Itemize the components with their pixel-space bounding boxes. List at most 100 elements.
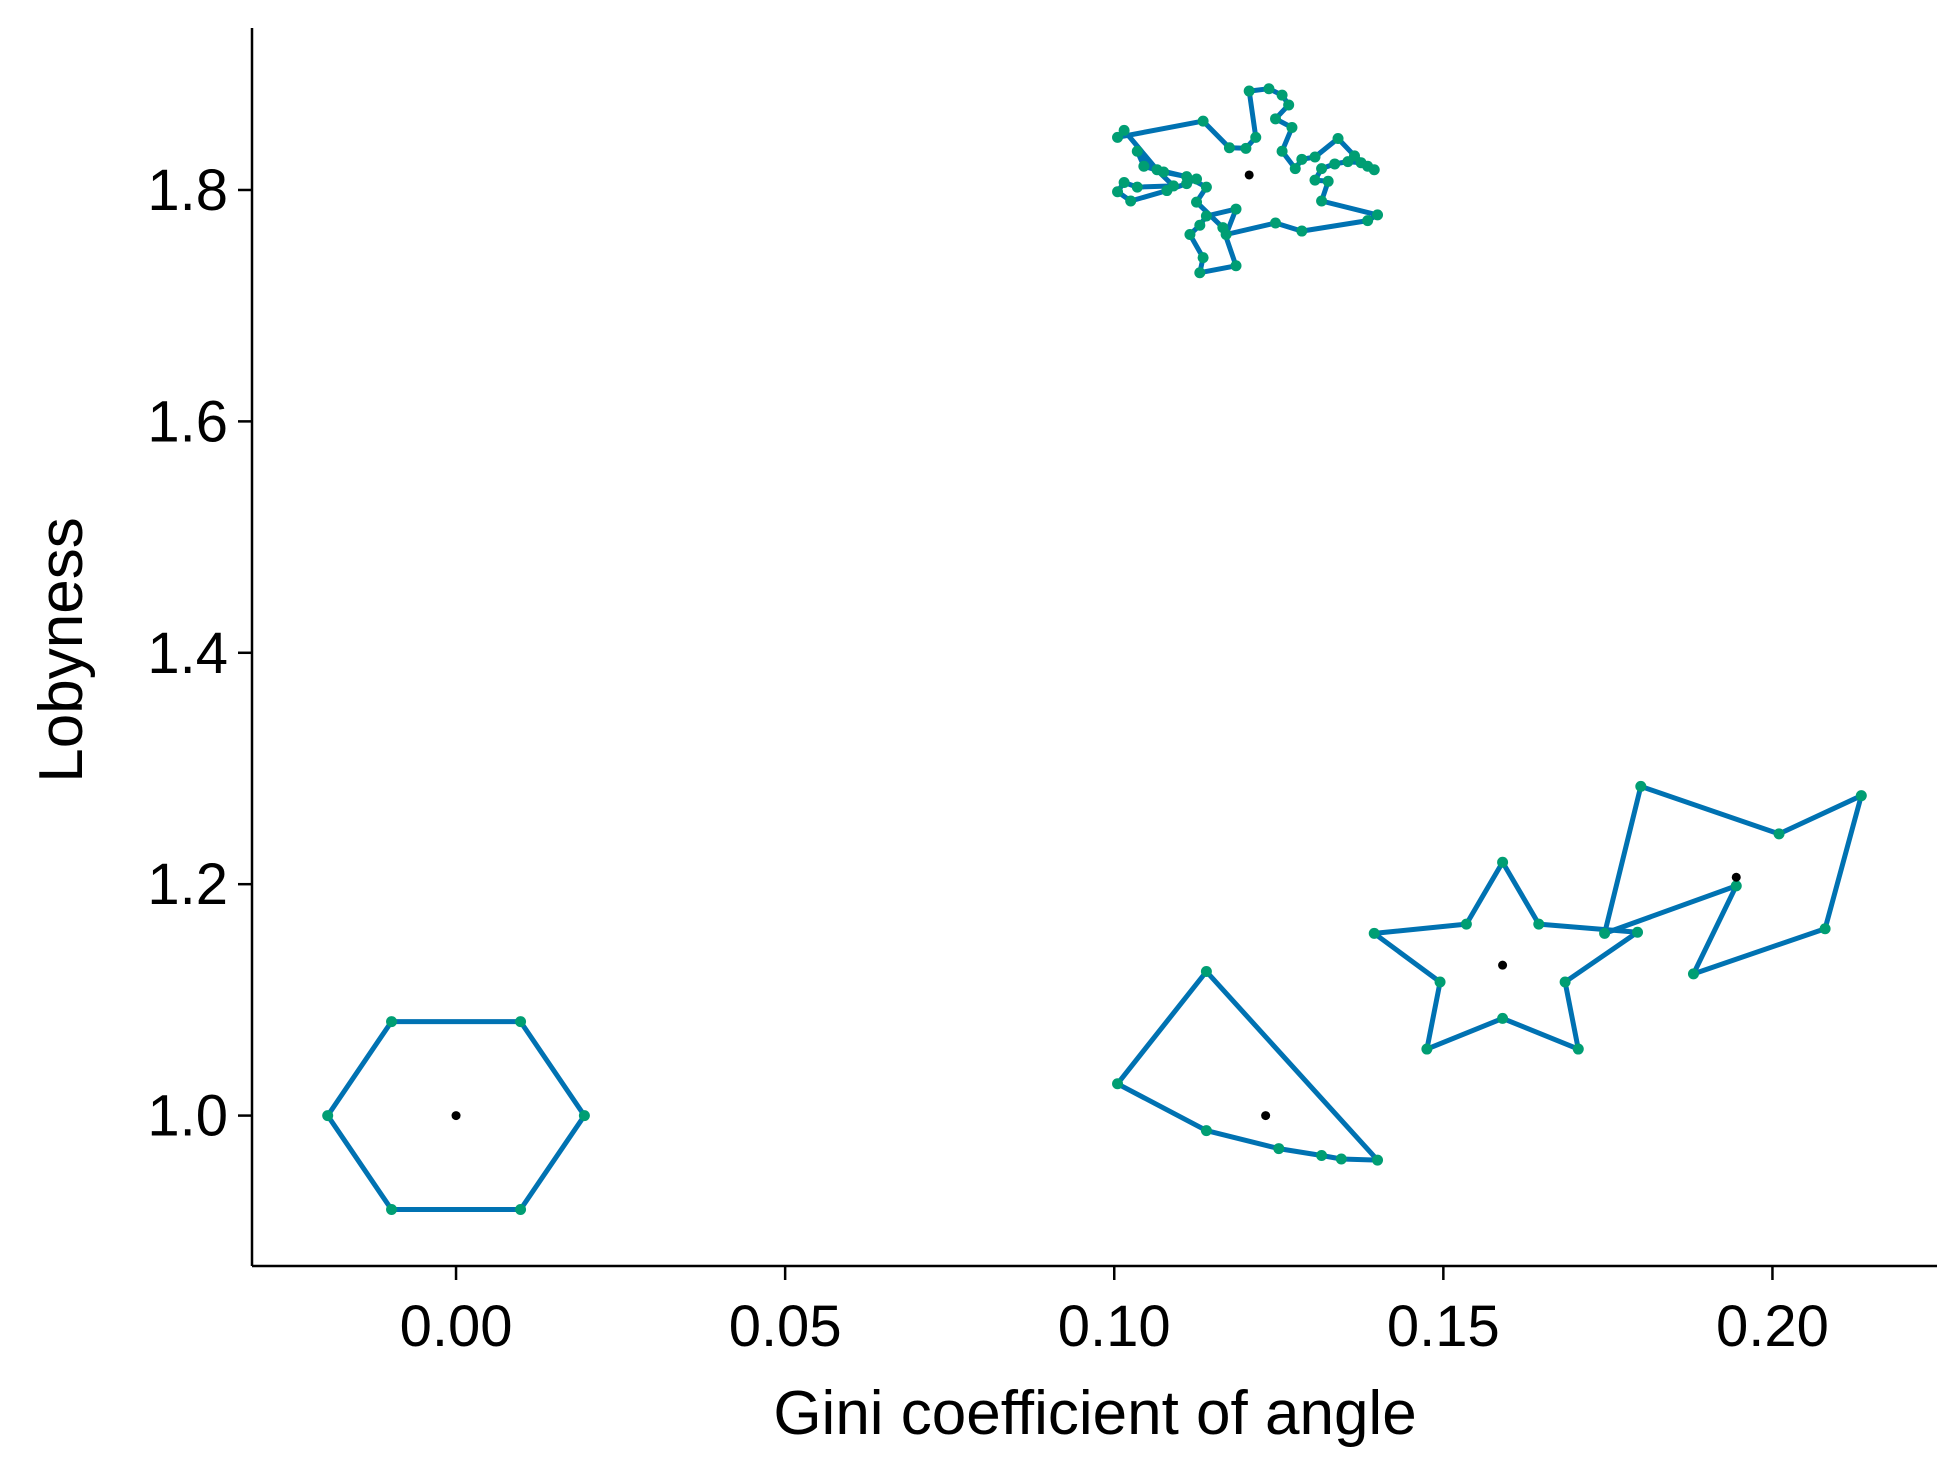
vertex-point <box>1131 145 1143 157</box>
vertex-point <box>1181 178 1193 190</box>
vertex-point <box>1197 115 1209 127</box>
vertex-point <box>1296 225 1308 237</box>
vertex-point <box>1372 209 1384 221</box>
vertex-point <box>1368 164 1380 176</box>
centroid-point <box>451 1111 461 1121</box>
vertex-point <box>1200 181 1212 193</box>
y-tick-label: 1.4 <box>147 621 228 686</box>
y-tick-label: 1.2 <box>147 852 228 917</box>
x-tick-label: 0.15 <box>1387 1294 1500 1359</box>
vertex-point <box>1533 918 1545 930</box>
y-axis-label: Lobyness <box>27 517 96 782</box>
centroid-point <box>1261 1111 1271 1121</box>
vertex-point <box>1773 828 1785 840</box>
y-tick-label: 1.8 <box>147 158 228 223</box>
shape-3 <box>1368 856 1644 1055</box>
shape-outline <box>1115 969 1380 1163</box>
x-tick-label: 0.00 <box>400 1294 513 1359</box>
vertex-point <box>1372 1154 1384 1166</box>
vertex-point <box>1151 164 1163 176</box>
vertex-point <box>1191 173 1203 185</box>
vertex-point <box>1191 196 1203 208</box>
x-tick-label: 0.20 <box>1716 1294 1829 1359</box>
vertex-point <box>1250 131 1262 143</box>
vertex-point <box>1263 83 1275 95</box>
vertex-point <box>1276 89 1288 101</box>
y-tick-label: 1.0 <box>147 1084 228 1149</box>
vertex-point <box>1342 156 1354 168</box>
vertex-point <box>1194 219 1206 231</box>
centroid-point <box>1498 960 1508 970</box>
vertex-point <box>1270 217 1282 229</box>
vertex-point <box>1276 145 1288 157</box>
shape-4 <box>1599 780 1867 980</box>
vertex-point <box>1112 1078 1124 1090</box>
shape-1 <box>322 1016 590 1216</box>
vertex-point <box>1240 142 1252 154</box>
vertex-point <box>1855 790 1867 802</box>
vertex-point <box>1243 85 1255 97</box>
vertex-point <box>1730 880 1742 892</box>
vertex-point <box>322 1110 334 1122</box>
vertex-point <box>1283 99 1295 111</box>
vertex-point <box>1335 1153 1347 1165</box>
x-axis-label: Gini coefficient of angle <box>773 1379 1416 1448</box>
vertex-point <box>1687 968 1699 980</box>
vertex-point <box>386 1204 398 1216</box>
vertex-point <box>1230 260 1242 272</box>
vertex-point <box>1200 210 1212 222</box>
vertex-point <box>1296 153 1308 165</box>
vertex-point <box>1329 158 1341 170</box>
vertex-point <box>1194 267 1206 279</box>
vertex-point <box>578 1110 590 1122</box>
vertex-point <box>1223 142 1235 154</box>
vertex-point <box>1316 195 1328 207</box>
vertex-point <box>1270 113 1282 125</box>
vertex-point <box>1184 229 1196 241</box>
vertex-point <box>1632 926 1644 938</box>
shape-outline <box>1602 783 1864 977</box>
axes <box>250 28 1937 1268</box>
centroid-point <box>1731 872 1741 882</box>
vertex-point <box>1289 163 1301 175</box>
shapes-layer <box>322 83 1867 1216</box>
shape-outline <box>1115 86 1380 276</box>
vertex-point <box>1131 181 1143 193</box>
vertex-point <box>1161 185 1173 197</box>
vertex-point <box>1200 1125 1212 1137</box>
x-tick-label: 0.05 <box>729 1294 842 1359</box>
vertex-point <box>1332 132 1344 144</box>
vertex-point <box>1286 122 1298 134</box>
vertex-point <box>1197 252 1209 264</box>
vertex-point <box>1497 1012 1509 1024</box>
vertex-point <box>1309 174 1321 186</box>
vertex-point <box>1368 927 1380 939</box>
vertex-point <box>1316 163 1328 175</box>
vertex-point <box>1217 222 1229 234</box>
vertex-point <box>515 1204 527 1216</box>
vertex-point <box>1118 176 1130 188</box>
vertex-point <box>1112 186 1124 198</box>
vertex-point <box>1434 976 1446 988</box>
vertex-point <box>1273 1143 1285 1155</box>
vertex-point <box>1819 923 1831 935</box>
vertex-point <box>386 1016 398 1028</box>
vertex-point <box>1497 856 1509 868</box>
vertex-point <box>1125 195 1137 207</box>
vertex-point <box>1138 160 1150 172</box>
vertex-point <box>515 1016 527 1028</box>
vertex-point <box>1572 1043 1584 1055</box>
vertex-point <box>1355 157 1367 169</box>
ticks: 0.00 0.05 0.10 0.15 0.20 1.0 1.2 1.4 1.6 1.8 <box>147 158 1829 1359</box>
centroid-point <box>1244 170 1254 180</box>
vertex-point <box>1362 215 1374 227</box>
vertex-point <box>1421 1043 1433 1055</box>
vertex-point <box>1559 976 1571 988</box>
x-tick-label: 0.10 <box>1058 1294 1171 1359</box>
vertex-point <box>1599 927 1611 939</box>
vertex-point <box>1316 1150 1328 1162</box>
vertex-point <box>1112 131 1124 143</box>
vertex-point <box>1322 175 1334 187</box>
vertex-point <box>1230 203 1242 215</box>
